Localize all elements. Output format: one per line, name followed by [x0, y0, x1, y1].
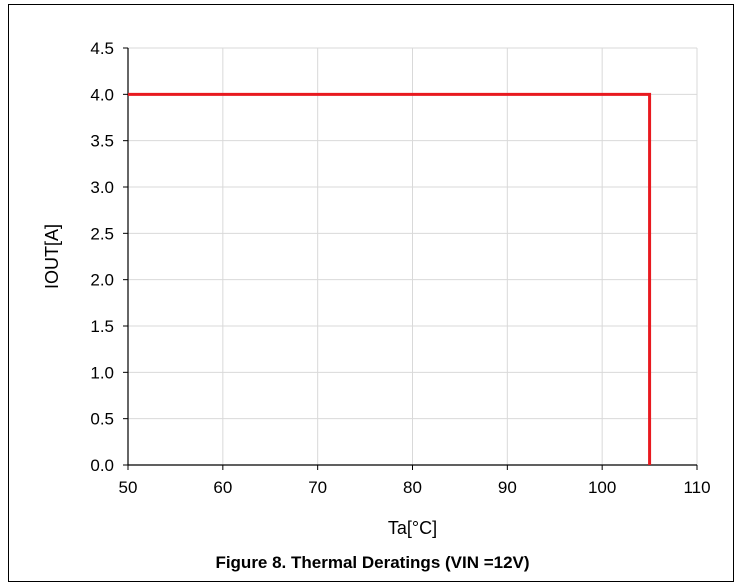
x-tick-label: 60	[213, 478, 232, 497]
y-tick-label: 3.5	[90, 132, 114, 151]
y-tick-label: 0.5	[90, 410, 114, 429]
x-axis-label: Ta[°C]	[388, 518, 437, 538]
y-tick-label: 3.0	[90, 178, 114, 197]
y-tick-label: 1.0	[90, 363, 114, 382]
y-tick-label: 4.0	[90, 85, 114, 104]
y-tick-label: 4.5	[90, 39, 114, 58]
y-tick-label: 1.5	[90, 317, 114, 336]
x-tick-label: 110	[683, 478, 710, 497]
figure-caption: Figure 8. Thermal Deratings (VIN =12V)	[215, 553, 530, 572]
x-tick-label: 100	[588, 478, 616, 497]
derating-curve	[128, 92, 652, 465]
y-tick-label: 2.0	[90, 271, 114, 290]
y-tick-label: 2.5	[90, 224, 114, 243]
x-tick-label: 50	[119, 478, 138, 497]
y-axis-label: IOUT[A]	[42, 224, 62, 289]
y-tick-label: 0.0	[90, 456, 114, 475]
x-tick-label: 80	[403, 478, 422, 497]
x-tick-label: 70	[308, 478, 327, 497]
x-tick-label: 90	[498, 478, 517, 497]
